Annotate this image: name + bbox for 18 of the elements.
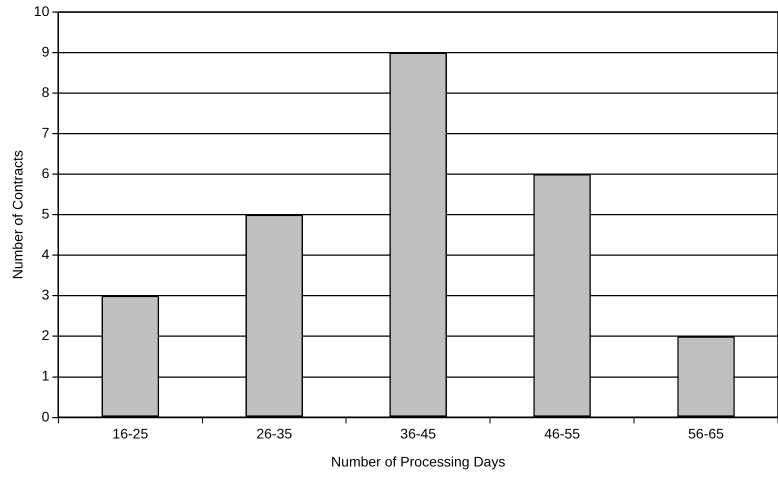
y-axis-title: Number of Contracts [9, 150, 26, 280]
y-tick-label: 8 [42, 84, 50, 100]
x-axis-title: Number of Processing Days [331, 453, 506, 470]
y-tick-label: 10 [34, 2, 50, 19]
x-tick-label: 26-35 [256, 426, 292, 442]
y-tick-label: 7 [42, 124, 50, 140]
y-tick-label: 1 [42, 368, 50, 384]
y-tick-label: 5 [42, 206, 50, 222]
y-tick-label: 6 [42, 165, 50, 182]
x-tick-label: 56-65 [688, 426, 724, 442]
x-tick-label: 46-55 [544, 426, 580, 442]
x-tick-label: 36-45 [400, 426, 436, 442]
y-tick-label: 9 [42, 43, 50, 60]
y-tick-label: 3 [42, 286, 50, 303]
x-tick-label: 16-25 [112, 426, 148, 442]
y-tick-label: 4 [42, 246, 50, 262]
y-tick-label: 0 [42, 408, 50, 424]
y-tick-label: 2 [42, 327, 50, 344]
